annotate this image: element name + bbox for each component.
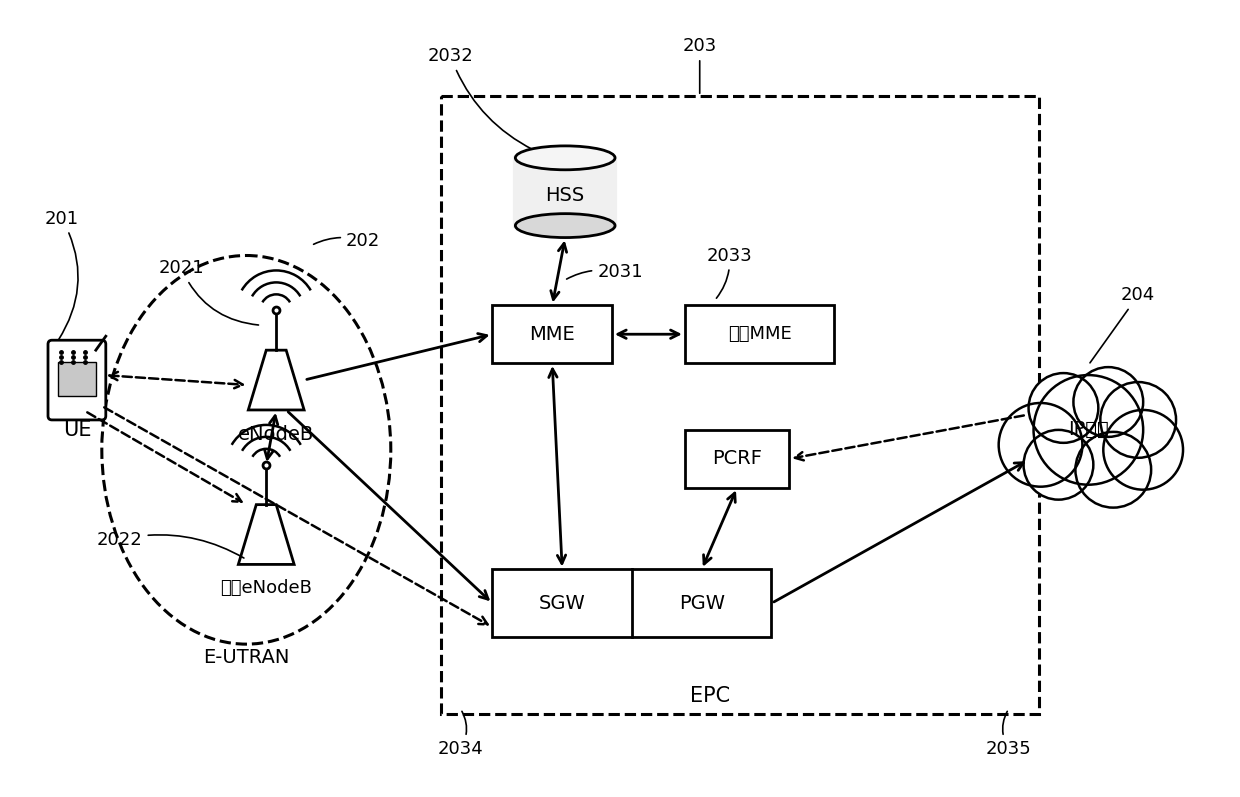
Circle shape bbox=[1028, 373, 1099, 443]
Text: 2021: 2021 bbox=[159, 260, 258, 325]
Circle shape bbox=[1104, 410, 1183, 489]
FancyBboxPatch shape bbox=[48, 340, 105, 420]
Circle shape bbox=[998, 403, 1083, 487]
Text: PGW: PGW bbox=[678, 594, 724, 613]
Bar bbox=[440, 96, 1039, 714]
Ellipse shape bbox=[516, 146, 615, 170]
Circle shape bbox=[1075, 432, 1151, 508]
Text: 2036: 2036 bbox=[1045, 406, 1140, 433]
Text: 2034: 2034 bbox=[438, 712, 484, 758]
Polygon shape bbox=[238, 505, 294, 564]
Bar bbox=[684, 305, 835, 363]
Text: 202: 202 bbox=[314, 232, 381, 249]
Text: PCRF: PCRF bbox=[712, 450, 763, 469]
Bar bbox=[684, 430, 790, 488]
Ellipse shape bbox=[516, 214, 615, 238]
Bar bbox=[516, 158, 615, 226]
Circle shape bbox=[1023, 430, 1094, 500]
Polygon shape bbox=[248, 350, 304, 410]
Ellipse shape bbox=[102, 256, 391, 644]
Text: MME: MME bbox=[529, 324, 575, 344]
Circle shape bbox=[1100, 382, 1176, 457]
Text: EPC: EPC bbox=[689, 686, 730, 706]
Bar bbox=[492, 569, 771, 637]
Text: 其它eNodeB: 其它eNodeB bbox=[221, 579, 312, 598]
Text: 203: 203 bbox=[682, 37, 717, 93]
Bar bbox=[58, 362, 95, 396]
Text: 其它MME: 其它MME bbox=[728, 325, 791, 344]
Text: 2032: 2032 bbox=[428, 47, 533, 150]
Text: 2035: 2035 bbox=[986, 712, 1032, 758]
Text: IP业务: IP业务 bbox=[1068, 420, 1109, 439]
Text: HSS: HSS bbox=[546, 186, 585, 205]
Text: 204: 204 bbox=[1090, 286, 1156, 363]
Text: SGW: SGW bbox=[539, 594, 585, 613]
Text: 2031: 2031 bbox=[567, 264, 642, 281]
Circle shape bbox=[1034, 375, 1143, 485]
Text: UE: UE bbox=[63, 420, 92, 440]
Text: eNodeB: eNodeB bbox=[238, 425, 314, 444]
Text: 2033: 2033 bbox=[707, 246, 753, 298]
Bar bbox=[492, 305, 613, 363]
Text: E-UTRAN: E-UTRAN bbox=[203, 648, 289, 666]
Circle shape bbox=[1074, 367, 1143, 437]
Text: 201: 201 bbox=[45, 210, 79, 340]
Text: 2022: 2022 bbox=[97, 531, 244, 558]
